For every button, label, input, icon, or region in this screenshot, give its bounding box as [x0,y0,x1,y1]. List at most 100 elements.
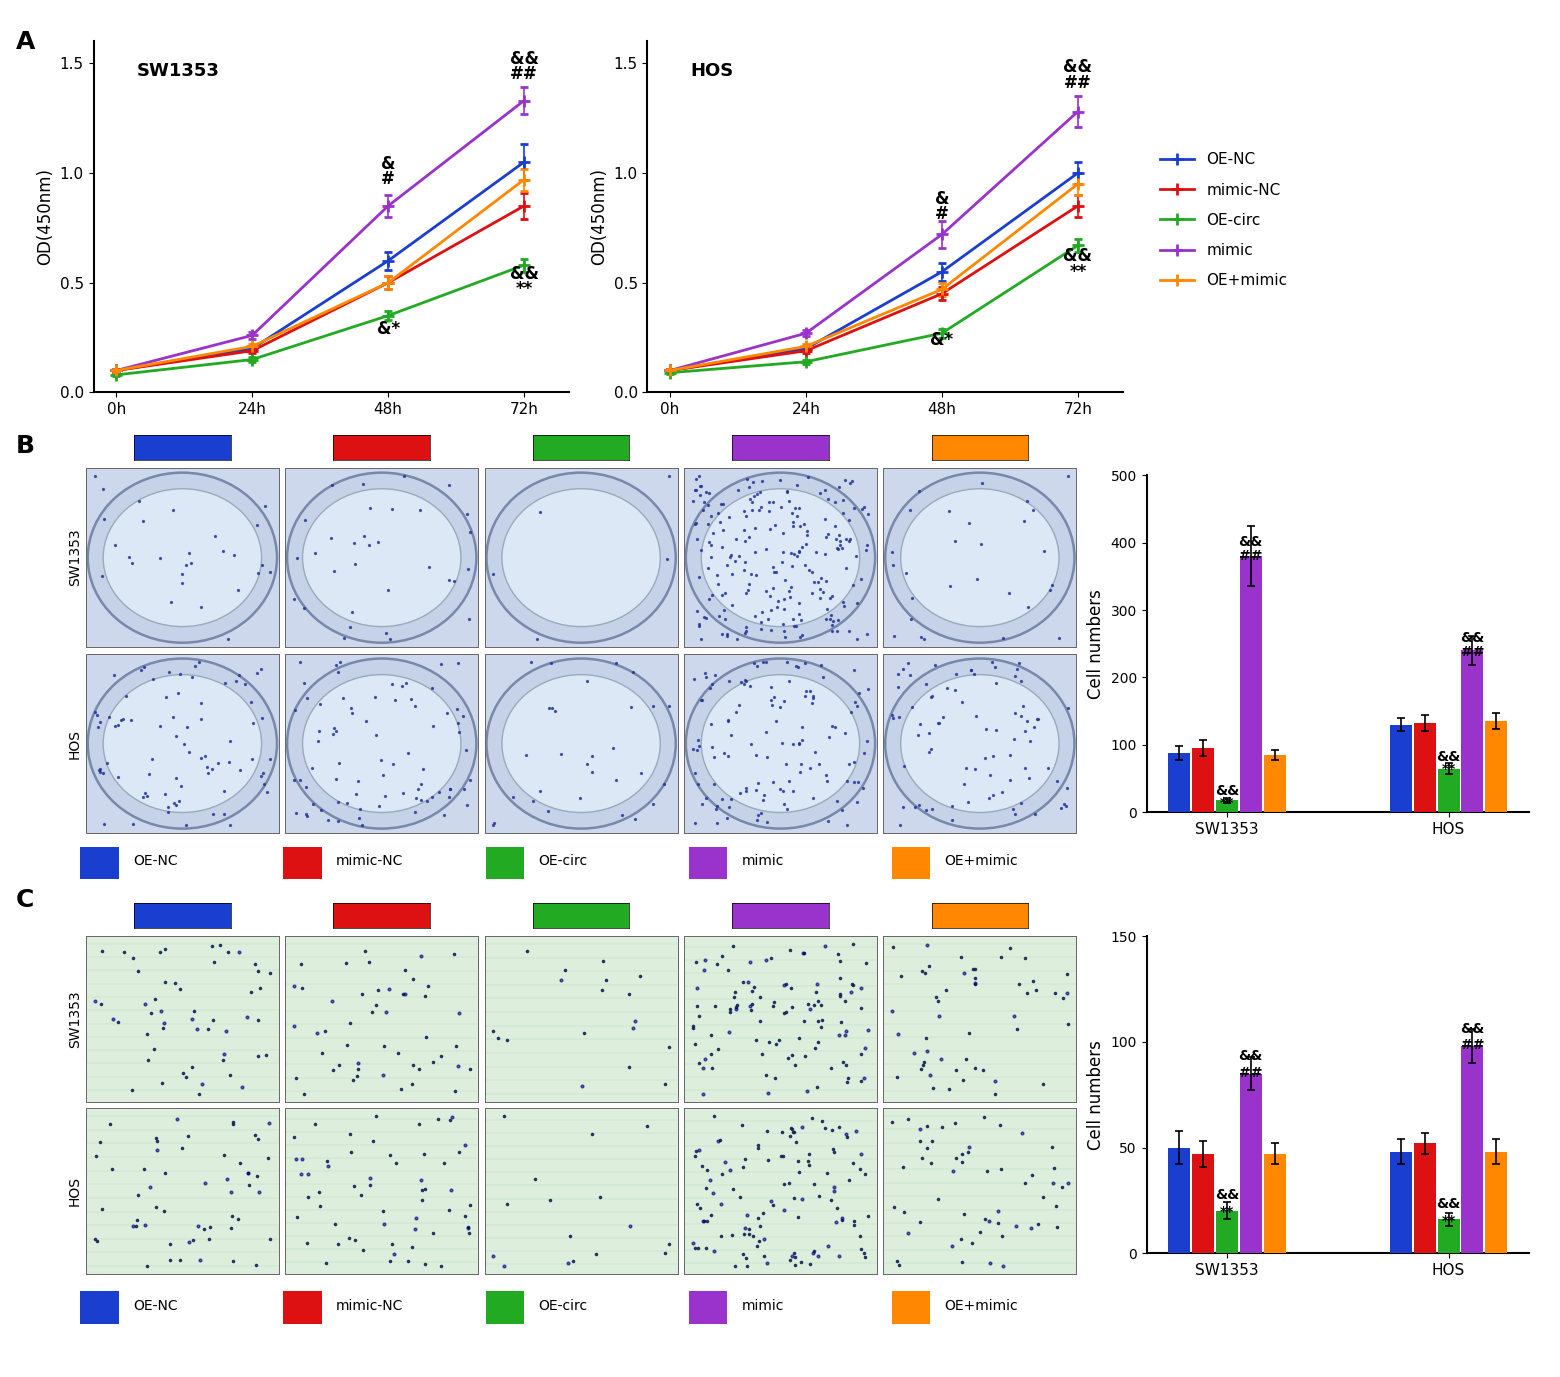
Point [739,998,764,1020]
Point [744,655,769,677]
Point [357,1175,382,1197]
Point [841,1153,866,1175]
Point [1005,1018,1030,1040]
Point [730,1114,755,1136]
Point [657,1234,682,1256]
Point [980,651,1005,673]
Point [948,691,973,713]
Point [396,742,421,764]
Point [802,1037,827,1059]
Point [691,1058,716,1080]
Point [761,687,786,709]
Point [685,529,710,551]
Point [821,1139,846,1161]
Point [699,547,724,569]
Point [714,709,739,731]
Point [360,1129,385,1151]
Point [688,475,713,497]
Point [718,1001,743,1023]
Point [622,1009,647,1031]
Point [688,688,713,711]
Point [491,1104,516,1126]
Point [792,651,817,673]
Point [392,465,417,487]
Point [736,580,761,602]
Point [543,700,568,722]
Point [622,808,647,830]
Point [774,974,799,996]
Text: OE-NC: OE-NC [133,1299,178,1314]
Text: &&: && [1239,536,1264,549]
Point [378,1144,402,1166]
Point [250,708,275,730]
Point [323,768,348,790]
Point [211,803,236,825]
Point [919,738,944,760]
Point [730,1157,755,1179]
Point [537,697,562,719]
Point [699,673,724,695]
Point [201,950,226,972]
Point [705,795,730,817]
Point [1025,708,1050,730]
Point [326,752,351,774]
Ellipse shape [885,658,1075,829]
Point [983,1084,1008,1106]
Point [1020,971,1045,993]
Point [323,1213,348,1235]
Point [690,1155,714,1177]
Point [931,705,956,727]
Point [1009,792,1034,814]
Point [800,1107,825,1129]
Point [786,592,811,614]
Point [838,472,863,494]
Point [454,739,479,761]
Point [495,1194,519,1216]
Point [218,1217,243,1239]
Bar [81,1292,119,1325]
Point [987,1114,1012,1136]
Point [588,1186,613,1208]
Point [415,790,440,812]
Point [87,759,112,781]
Point [963,1056,987,1078]
Point [797,1154,822,1176]
Point [292,1084,317,1106]
Point [688,538,713,560]
Point [771,620,796,642]
Point [911,1051,936,1073]
Point [295,1186,320,1208]
Point [727,694,752,716]
Point [215,1168,240,1190]
Point [579,1124,604,1146]
Point [683,479,708,501]
Point [170,1136,195,1158]
Point [800,582,825,605]
Point [842,497,867,519]
Point [343,554,368,576]
Point [920,1129,945,1151]
Point [722,1256,747,1278]
Y-axis label: OD(450nm): OD(450nm) [590,168,608,266]
Point [173,814,198,836]
Point [289,1164,314,1186]
Point [733,1148,758,1170]
Point [324,792,349,814]
Point [764,596,789,618]
Point [441,1081,466,1103]
Point [777,587,802,609]
Point [778,1117,803,1139]
Point [217,730,242,752]
Point [131,509,156,532]
Point [718,547,743,569]
Point [800,562,825,584]
Point [760,1194,785,1216]
Point [339,697,363,719]
Point [747,1011,772,1033]
Point [732,551,757,573]
Point [443,1036,468,1058]
Point [825,537,850,559]
Point [852,1067,877,1089]
Point [618,1215,643,1237]
Point [170,562,195,584]
